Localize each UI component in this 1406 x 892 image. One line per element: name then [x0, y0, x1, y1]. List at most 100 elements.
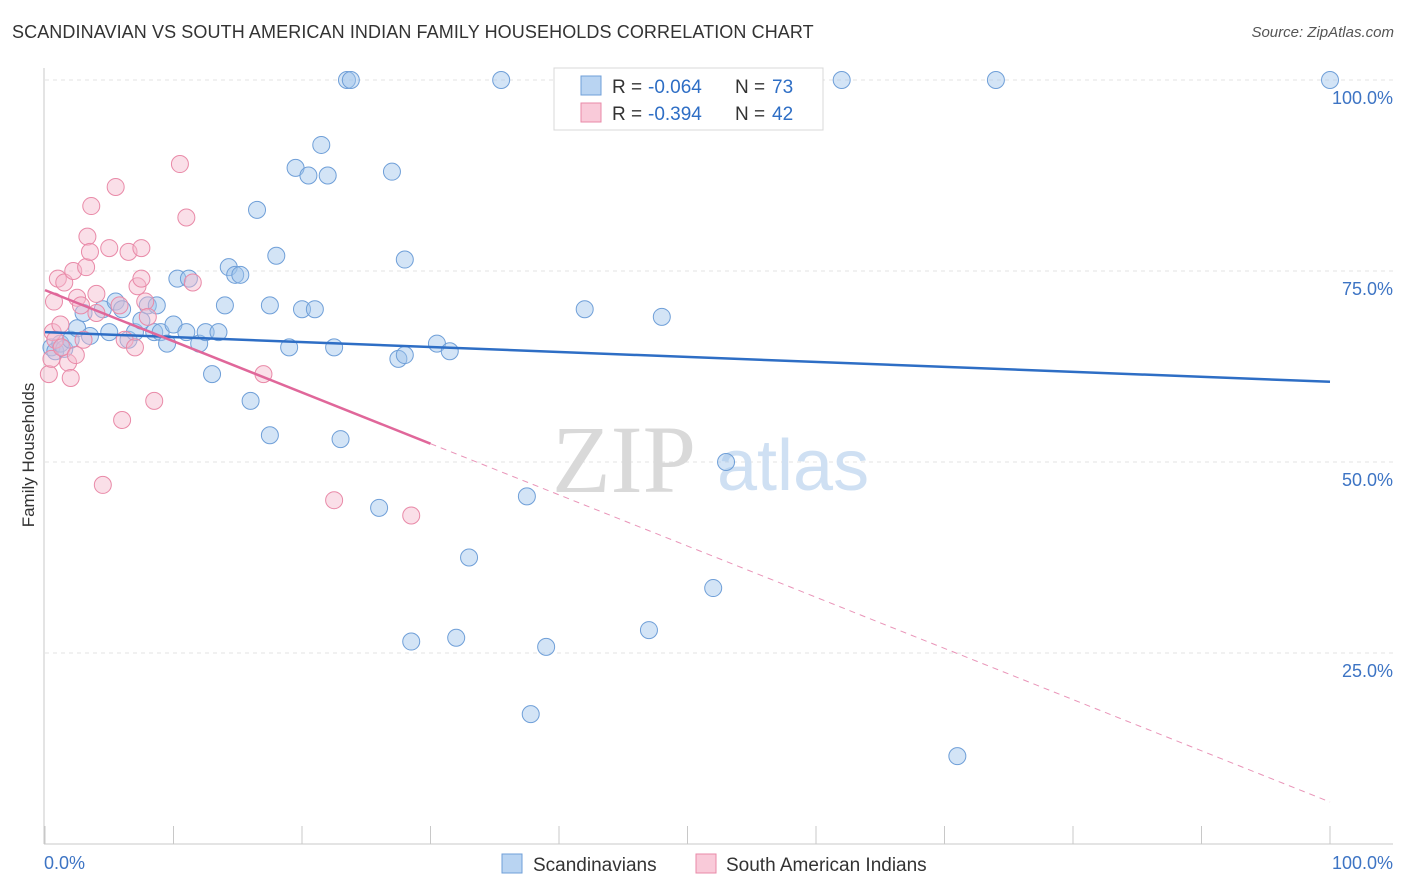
data-point — [77, 258, 96, 277]
y-tick-labels: 25.0% 50.0% 75.0% 100.0% — [1332, 88, 1393, 681]
data-point — [177, 208, 196, 227]
data-point — [521, 705, 540, 724]
data-point — [61, 368, 80, 387]
data-point — [325, 491, 344, 510]
data-point — [652, 307, 671, 326]
data-point — [492, 71, 511, 89]
legend-n-value-1: 73 — [772, 77, 793, 98]
data-point — [370, 498, 389, 517]
legend-swatch-south-american-indians — [580, 102, 602, 123]
data-point — [110, 296, 129, 315]
data-point — [440, 342, 459, 361]
data-point — [74, 330, 93, 349]
data-point — [100, 323, 119, 342]
data-point — [51, 315, 70, 334]
correlation-legend: R = -0.064 N = 73 R = -0.394 N = 42 — [553, 67, 824, 131]
data-point — [318, 166, 337, 185]
x-tick-label-min: 0.0% — [44, 853, 85, 873]
data-point — [280, 338, 299, 357]
y-tick-label-75: 75.0% — [1342, 279, 1393, 299]
data-point — [832, 71, 851, 89]
data-point — [248, 200, 267, 219]
series-points-south-american-indians — [39, 155, 421, 525]
watermark: ZIP atlas — [552, 406, 869, 513]
data-point — [948, 747, 967, 766]
data-point — [986, 71, 1005, 89]
data-point — [209, 323, 228, 342]
series-legend-label-south-american-indians: South American Indians — [726, 855, 927, 876]
series-legend-swatch-south-american-indians — [695, 853, 717, 874]
data-point — [241, 391, 260, 410]
data-point — [382, 162, 401, 181]
data-point — [87, 284, 106, 303]
data-point — [136, 292, 155, 311]
data-point — [267, 246, 286, 265]
data-point — [145, 391, 164, 410]
watermark-atlas: atlas — [717, 426, 869, 506]
legend-r-label-2: R = — [612, 104, 647, 125]
data-point — [341, 71, 360, 89]
data-point — [66, 346, 85, 365]
data-point — [78, 227, 97, 246]
data-point — [639, 621, 658, 640]
legend-r-value-2: -0.394 — [648, 104, 702, 125]
data-point — [183, 273, 202, 292]
y-tick-label-25: 25.0% — [1342, 661, 1393, 681]
grid-lines — [45, 79, 1393, 654]
data-point — [52, 338, 71, 357]
data-point — [125, 338, 144, 357]
trend-line-extension-south-american-indians — [430, 443, 1331, 803]
legend-r-label-1: R = — [612, 77, 647, 98]
data-point — [226, 265, 245, 284]
data-point — [331, 430, 350, 449]
x-tick-label-max: 100.0% — [1332, 853, 1393, 873]
data-point — [260, 296, 279, 315]
data-point — [704, 579, 723, 598]
y-axis-title: Family Households — [19, 383, 38, 528]
data-point — [517, 487, 536, 506]
data-point — [395, 250, 414, 269]
data-point — [325, 338, 344, 357]
data-point — [305, 300, 324, 319]
data-point — [39, 365, 58, 384]
series-legend-label-scandinavians: Scandinavians — [533, 855, 657, 876]
data-point — [717, 453, 736, 471]
series-legend: Scandinavians South American Indians — [501, 853, 927, 876]
source-credit: Source: ZipAtlas.com — [1251, 24, 1394, 41]
data-point — [215, 296, 234, 315]
axes — [43, 68, 1393, 845]
legend-n-label-1: N = — [735, 77, 770, 98]
data-point — [395, 346, 414, 365]
data-point — [82, 197, 101, 216]
data-point — [293, 300, 311, 319]
legend-swatch-scandinavians — [580, 75, 602, 96]
data-point — [59, 353, 78, 372]
data-point — [138, 307, 157, 326]
legend-n-value-2: 42 — [772, 104, 793, 125]
data-point — [537, 637, 556, 656]
data-point — [260, 426, 279, 445]
data-point — [42, 349, 61, 368]
trend-lines — [44, 288, 1331, 803]
data-point — [1321, 71, 1339, 89]
series-legend-swatch-scandinavians — [501, 853, 523, 874]
data-point — [132, 269, 151, 288]
y-tick-label-100: 100.0% — [1332, 88, 1393, 108]
data-point — [80, 242, 99, 261]
y-tick-label-50: 50.0% — [1342, 470, 1393, 490]
data-point — [299, 166, 318, 185]
legend-n-label-2: N = — [735, 104, 770, 125]
x-tick-labels: 0.0% 100.0% — [44, 853, 1393, 873]
data-point — [132, 239, 151, 258]
watermark-zip: ZIP — [552, 406, 696, 513]
data-point — [170, 155, 189, 174]
data-point — [93, 475, 112, 494]
data-point — [575, 300, 594, 319]
data-point — [460, 548, 479, 567]
data-point — [231, 265, 250, 284]
data-point — [196, 323, 215, 342]
data-point — [337, 71, 356, 89]
data-point — [106, 177, 125, 196]
trend-line-south-american-indians — [44, 288, 431, 445]
